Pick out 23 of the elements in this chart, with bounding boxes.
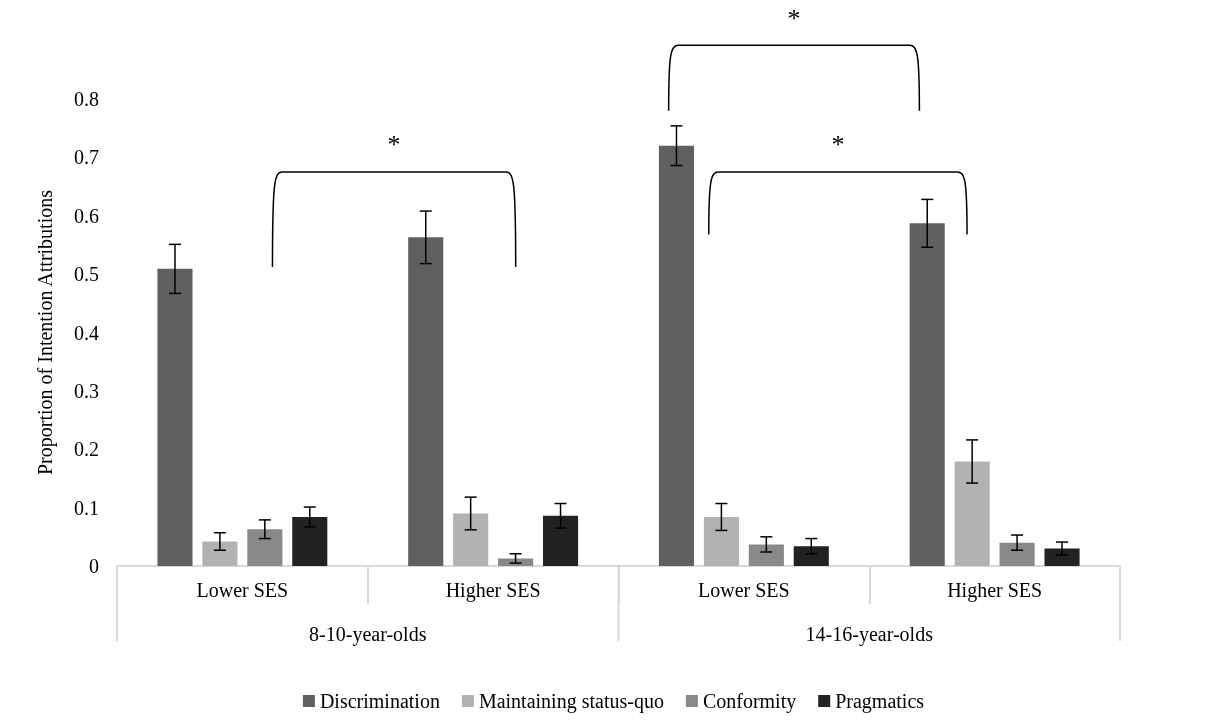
x-tick-label: Higher SES <box>445 579 541 602</box>
y-tick-label: 0.7 <box>74 146 99 169</box>
annotation: * <box>387 130 401 160</box>
legend-label: Maintaining status-quo <box>478 690 664 713</box>
y-tick-label: 0.3 <box>74 379 99 402</box>
y-tick-label: 0.2 <box>74 438 99 461</box>
y-tick-label: 0.1 <box>74 496 99 519</box>
y-tick-label: 0.8 <box>74 88 99 110</box>
y-tick-label: 0.6 <box>74 204 99 227</box>
x-tick-label: Lower SES <box>196 579 289 601</box>
text: * <box>787 3 801 33</box>
y-tick-label: 0 <box>89 555 99 577</box>
y-axis-title: Proportion of Intention Attributions <box>34 189 57 475</box>
legend-label: Pragmatics <box>835 690 925 713</box>
legend-label: Discrimination <box>319 690 440 712</box>
legend-label: Conformity <box>702 690 797 713</box>
x-tick-label: Lower SES <box>698 579 790 601</box>
text: 8-10-year-olds <box>309 623 427 646</box>
x-tick-label: Higher SES <box>947 579 1043 602</box>
text: 14-16-year-olds <box>805 623 934 646</box>
annotation: * <box>831 130 845 160</box>
y-tick-label: 0.5 <box>74 263 99 286</box>
y-tick-label: 0.4 <box>74 321 99 344</box>
